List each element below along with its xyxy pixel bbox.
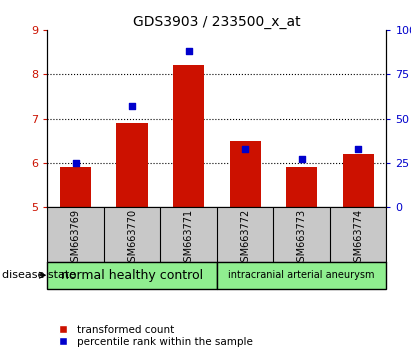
Text: GSM663772: GSM663772 [240, 209, 250, 268]
Text: GSM663770: GSM663770 [127, 209, 137, 268]
Point [72, 160, 79, 166]
Text: intracranial arterial aneurysm: intracranial arterial aneurysm [229, 270, 375, 280]
Point [129, 103, 135, 109]
Bar [217, 262, 386, 289]
Legend: transformed count, percentile rank within the sample: transformed count, percentile rank withi… [53, 325, 253, 347]
Text: GSM663773: GSM663773 [297, 209, 307, 268]
Bar [60, 167, 91, 207]
Text: GSM663771: GSM663771 [184, 209, 194, 268]
Bar [47, 262, 217, 289]
Bar [116, 123, 148, 207]
Point [298, 156, 305, 162]
Text: normal healthy control: normal healthy control [61, 269, 203, 282]
Point [185, 48, 192, 54]
Text: GSM663774: GSM663774 [353, 209, 363, 268]
Title: GDS3903 / 233500_x_at: GDS3903 / 233500_x_at [133, 15, 300, 29]
Bar [342, 154, 374, 207]
Point [242, 146, 248, 152]
Bar [173, 65, 204, 207]
Text: GSM663769: GSM663769 [71, 209, 81, 268]
Text: disease state: disease state [2, 270, 76, 280]
Bar [229, 141, 261, 207]
Bar [286, 167, 317, 207]
Point [355, 146, 361, 152]
